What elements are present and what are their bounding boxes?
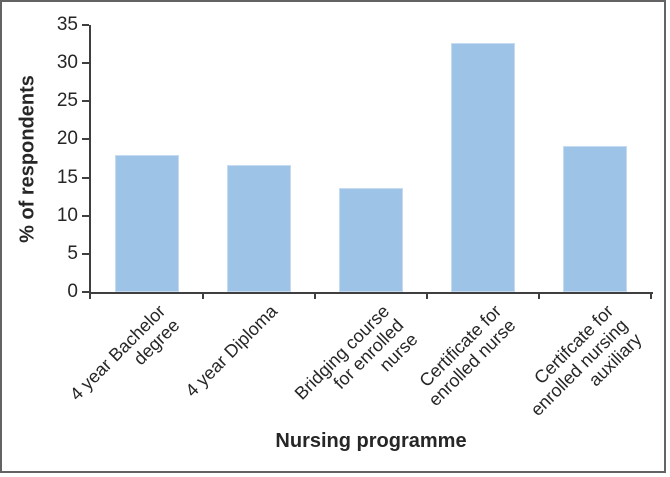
y-tick-mark [82, 24, 89, 26]
bar-4 [451, 42, 515, 292]
x-category-label-3: Bridging course for enrolled nurse [290, 301, 422, 404]
y-tick-mark [82, 176, 89, 179]
x-axis-line [89, 292, 653, 294]
x-tick-mark [650, 292, 652, 299]
x-tick-mark [202, 292, 204, 299]
y-tick-label: 5 [67, 242, 78, 264]
y-tick-label: 0 [67, 281, 78, 302]
y-tick-label: 20 [56, 128, 78, 150]
x-category-label-4: Certificate for enrolled nurse [415, 301, 520, 410]
bar-5 [563, 146, 627, 292]
x-tick-mark [538, 292, 540, 299]
x-tick-mark [426, 292, 428, 299]
x-category-label-2: 4 year Diploma [181, 301, 282, 401]
x-tick-mark [314, 292, 316, 299]
y-axis-line [89, 25, 91, 299]
x-axis-title: Nursing programme [275, 430, 467, 452]
bar-2 [227, 164, 291, 292]
y-tick-mark [82, 252, 89, 255]
y-tick-label: 15 [56, 166, 78, 188]
y-tick-label: 35 [56, 14, 78, 35]
y-tick-label: 30 [56, 52, 78, 74]
y-tick-mark [82, 138, 89, 141]
y-tick-label: 10 [56, 204, 78, 226]
x-category-label-1: 4 year Bachelor degree [65, 301, 184, 405]
y-tick-label: 25 [56, 90, 78, 112]
bar-3 [339, 188, 403, 292]
x-category-label-5: Certifcate for enrolled nursing auxiliar… [526, 301, 646, 420]
y-tick-mark [82, 100, 89, 103]
bar-1 [115, 154, 179, 292]
y-tick-mark [82, 62, 89, 65]
y-axis-title: % of respondents [16, 75, 39, 243]
y-tick-mark [82, 291, 89, 293]
y-tick-mark [82, 214, 89, 217]
